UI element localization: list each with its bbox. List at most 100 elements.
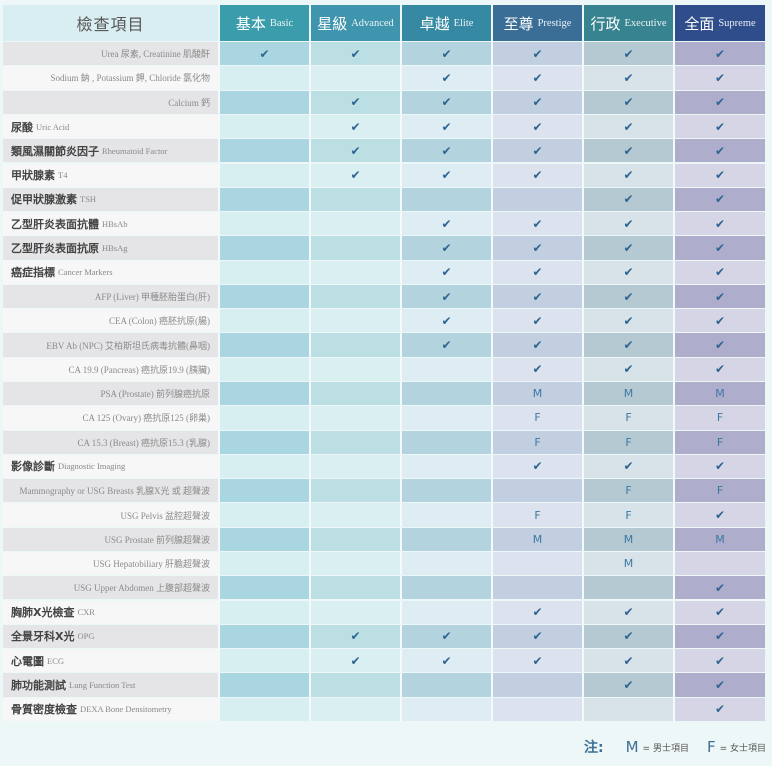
plan-name-en: Basic [269, 17, 294, 29]
table-row: 甲狀腺素 T4 ✔ ✔ ✔ ✔ ✔ [3, 163, 769, 187]
checkmark-icon: ✔ [714, 70, 726, 85]
cell-elite: ✔ [400, 90, 491, 114]
checkmark-icon: ✔ [714, 702, 726, 717]
table-row: Calcium 鈣 ✔ ✔ ✔ ✔ ✔ [3, 90, 769, 114]
male-only-mark: M [532, 532, 543, 546]
row-label-text: CA 15.3 (Breast) 癌抗原15.3 (乳腺) [77, 437, 211, 448]
header-item-label: 檢查項目 [3, 5, 218, 41]
checkmark-icon: ✔ [350, 95, 361, 110]
cell-basic [218, 454, 309, 479]
legend: 注: M = 男士項目 F = 女士項目 [584, 737, 766, 757]
table-row: CEA (Colon) 癌胚抗原(腸) ✔ ✔ ✔ ✔ [3, 309, 769, 333]
cell-supreme: ✔ [673, 187, 765, 211]
cell-executive: ✔ [582, 187, 673, 211]
row-label-zh: 乙型肝炎表面抗體 [11, 217, 99, 231]
cell-prestige: ✔ [491, 333, 582, 357]
table-row: 乙型肝炎表面抗原 HBsAg ✔ ✔ ✔ ✔ [3, 236, 769, 260]
cell-supreme: ✔ [673, 697, 765, 721]
checkmark-icon: ✔ [714, 216, 726, 231]
row-label: 肺功能測試 Lung Function Test [3, 673, 218, 697]
table-row: USG Pelvis 盆腔超聲波 F F ✔ [3, 503, 769, 527]
cell-executive: ✔ [582, 284, 673, 309]
cell-elite [400, 600, 491, 624]
row-label: Mammography or USG Breasts 乳腺X光 或 超聲波 [3, 479, 218, 503]
checkmark-icon: ✔ [532, 265, 543, 280]
cell-basic [218, 357, 309, 381]
cell-prestige: F [491, 503, 582, 527]
row-label-text: Urea 尿素, Creatinine 肌酸酐 [101, 49, 210, 60]
cell-supreme: ✔ [673, 42, 765, 66]
checkmark-icon: ✔ [441, 46, 452, 61]
plan-name-en: Prestige [537, 17, 572, 29]
checkmark-icon: ✔ [441, 653, 452, 668]
plan-name-en: Supreme [718, 17, 756, 29]
table-row: USG Prostate 前列腺超聲波 M M M [3, 527, 769, 551]
cell-executive: ✔ [582, 649, 673, 673]
row-label-text: EBV Ab (NPC) 艾柏斯坦氏病毒抗體(鼻咽) [46, 340, 210, 351]
table-body: Urea 尿素, Creatinine 肌酸酐 ✔ ✔ ✔ ✔ ✔ ✔ Sodium 鈉 , … [3, 42, 769, 721]
checkmark-icon: ✔ [623, 313, 634, 328]
cell-executive: ✔ [582, 139, 673, 163]
row-label-zh: 影像診斷 [11, 460, 55, 474]
cell-elite [400, 503, 491, 527]
row-label-zh: 骨質密度檢查 [11, 703, 77, 717]
cell-supreme: ✔ [673, 503, 765, 527]
checkmark-icon: ✔ [623, 46, 634, 61]
row-label: USG Pelvis 盆腔超聲波 [3, 503, 218, 527]
cell-supreme: ✔ [673, 624, 765, 649]
table-row: USG Hepatobiliary 肝膽超聲波 M [3, 552, 769, 576]
cell-advanced: ✔ [309, 90, 400, 114]
table-row: 全景牙科X光 OPG ✔ ✔ ✔ ✔ ✔ [3, 624, 769, 649]
cell-elite: ✔ [400, 309, 491, 333]
table-row: Mammography or USG Breasts 乳腺X光 或 超聲波 F F [3, 479, 769, 503]
cell-elite [400, 479, 491, 503]
row-label: 促甲狀腺激素 TSH [3, 187, 218, 211]
row-label: 癌症指標 Cancer Markers [3, 260, 218, 284]
checkmark-icon: ✔ [623, 338, 634, 353]
checkmark-icon: ✔ [441, 313, 452, 328]
cell-basic [218, 284, 309, 309]
row-label: 胸肺X光檢查 CXR [3, 600, 218, 624]
checkmark-icon: ✔ [623, 216, 634, 231]
checkmark-icon: ✔ [623, 192, 634, 207]
row-label-zh: 胸肺X光檢查 [11, 606, 75, 620]
cell-elite: ✔ [400, 114, 491, 139]
plan-comparison-table: 檢查項目 基本 Basic 星級 Advanced 卓越 Elite 至尊 Prestige 行… [3, 5, 769, 721]
cell-advanced [309, 673, 400, 697]
header-plan-supreme: 全面 Supreme [673, 5, 765, 41]
male-only-mark: M [715, 387, 725, 401]
checkmark-icon: ✔ [532, 240, 543, 255]
cell-elite [400, 697, 491, 721]
cell-prestige: ✔ [491, 236, 582, 260]
checkmark-icon: ✔ [532, 216, 543, 231]
cell-executive: ✔ [582, 114, 673, 139]
cell-supreme: ✔ [673, 454, 765, 479]
row-label: CA 125 (Ovary) 癌抗原125 (卵巢) [3, 406, 218, 430]
cell-basic [218, 649, 309, 673]
row-label-en: Diagnostic Imaging [58, 461, 126, 472]
cell-prestige: ✔ [491, 90, 582, 114]
cell-elite [400, 406, 491, 430]
cell-basic [218, 114, 309, 139]
plan-name-zh: 全面 [684, 14, 715, 33]
female-only-mark: F [534, 411, 541, 425]
cell-executive: M [582, 527, 673, 551]
table-row: USG Upper Abdomen 上腹部超聲波 ✔ [3, 576, 769, 600]
cell-advanced: ✔ [309, 649, 400, 673]
checkmark-icon: ✔ [441, 119, 452, 134]
cell-supreme: ✔ [673, 90, 765, 114]
table-row: Urea 尿素, Creatinine 肌酸酐 ✔ ✔ ✔ ✔ ✔ ✔ [3, 42, 769, 66]
row-label-text: CA 19.9 (Pancreas) 癌抗原19.9 (胰臟) [68, 364, 210, 375]
female-only-mark: F [625, 411, 632, 425]
cell-basic [218, 576, 309, 600]
table-row: 影像診斷 Diagnostic Imaging ✔ ✔ ✔ [3, 454, 769, 479]
cell-advanced [309, 576, 400, 600]
checkmark-icon: ✔ [714, 240, 726, 255]
cell-supreme: ✔ [673, 357, 765, 381]
checkmark-icon: ✔ [441, 629, 452, 644]
male-only-mark: M [715, 532, 725, 546]
table-row: PSA (Prostate) 前列腺癌抗原 M M M [3, 382, 769, 406]
cell-advanced [309, 479, 400, 503]
cell-advanced [309, 333, 400, 357]
cell-prestige: ✔ [491, 284, 582, 309]
